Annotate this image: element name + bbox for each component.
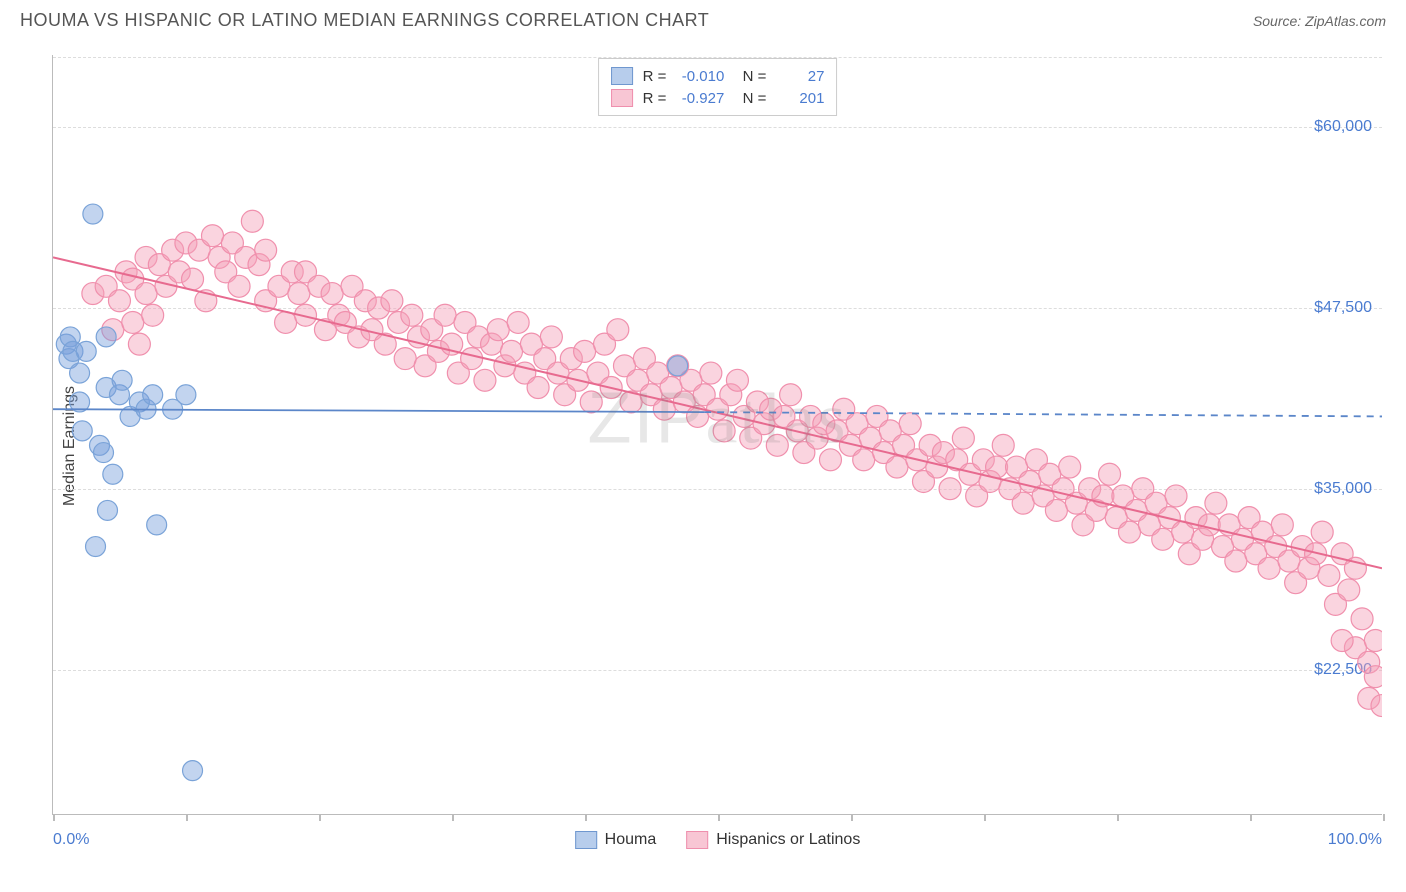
- source-label: Source: ZipAtlas.com: [1253, 13, 1386, 29]
- swatch-hispanic: [611, 89, 633, 107]
- series-legend: Houma Hispanics or Latinos: [575, 831, 861, 849]
- r-value-houma: -0.010: [676, 68, 724, 85]
- x-axis-max-label: 100.0%: [1328, 831, 1382, 849]
- n-value-houma: 27: [776, 68, 824, 85]
- legend-row-hispanic: R = -0.927 N = 201: [611, 87, 825, 109]
- legend-label-houma: Houma: [605, 831, 657, 849]
- correlation-legend: R = -0.010 N = 27 R = -0.927 N = 201: [598, 58, 838, 116]
- swatch-hispanic-bottom: [686, 831, 708, 849]
- legend-row-houma: R = -0.010 N = 27: [611, 65, 825, 87]
- header: HOUMA VS HISPANIC OR LATINO MEDIAN EARNI…: [0, 0, 1406, 36]
- plot-svg: [53, 55, 1382, 814]
- chart-area: ZIPatlas R = -0.010 N = 27 R = -0.927 N …: [52, 55, 1382, 815]
- legend-item-hispanic: Hispanics or Latinos: [686, 831, 860, 849]
- n-value-hispanic: 201: [776, 90, 824, 107]
- legend-label-hispanic: Hispanics or Latinos: [716, 831, 860, 849]
- legend-item-houma: Houma: [575, 831, 657, 849]
- r-value-hispanic: -0.927: [676, 90, 724, 107]
- swatch-houma: [611, 67, 633, 85]
- x-axis-min-label: 0.0%: [53, 831, 89, 849]
- swatch-houma-bottom: [575, 831, 597, 849]
- chart-title: HOUMA VS HISPANIC OR LATINO MEDIAN EARNI…: [20, 10, 709, 31]
